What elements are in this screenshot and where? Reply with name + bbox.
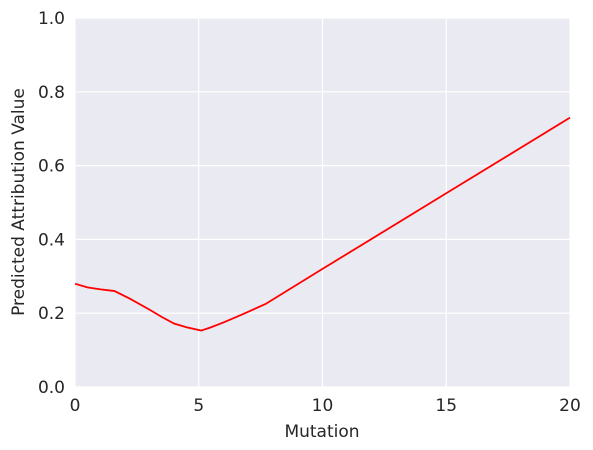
y-tick-label: 0.6 xyxy=(38,157,65,177)
line xyxy=(74,116,571,332)
y-tick-label: 0.8 xyxy=(38,83,65,103)
x-tick-label: 0 xyxy=(70,396,81,416)
x-tick-label: 15 xyxy=(435,396,457,416)
y-tick-label: 0.0 xyxy=(38,378,65,398)
y-tick-label: 0.4 xyxy=(38,230,65,250)
x-tick-label: 20 xyxy=(559,396,581,416)
y-tick-label: 1.0 xyxy=(38,9,65,29)
x-axis-label: Mutation xyxy=(284,422,359,442)
x-tick-label: 5 xyxy=(193,396,204,416)
x-tick-label: 10 xyxy=(312,396,334,416)
y-axis-label: Predicted Attribution Value xyxy=(9,88,29,316)
y-tick-label: 0.2 xyxy=(38,304,65,324)
